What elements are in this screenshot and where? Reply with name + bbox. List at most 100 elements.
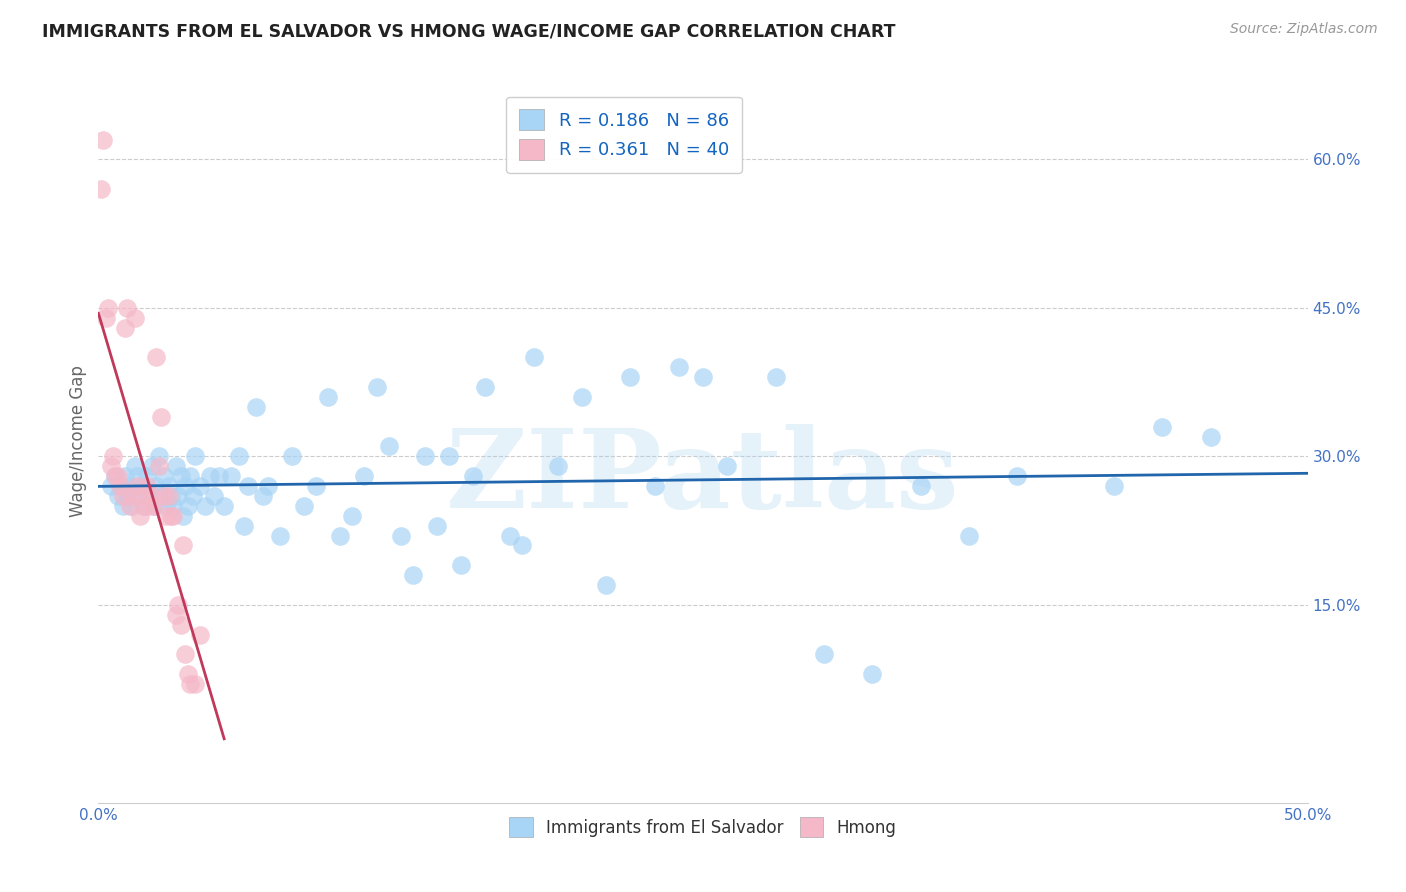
Point: [135, 469, 157, 483]
Point: [692, 370, 714, 384]
Point: [145, 479, 167, 493]
Point: [167, 489, 190, 503]
Point: [366, 380, 388, 394]
Point: [463, 469, 485, 483]
Point: [169, 469, 191, 483]
Point: [165, 607, 187, 622]
Text: IMMIGRANTS FROM EL SALVADOR VS HMONG WAGE/INCOME GAP CORRELATION CHART: IMMIGRANTS FROM EL SALVADOR VS HMONG WAG…: [42, 22, 896, 40]
Point: [107, 469, 129, 483]
Point: [101, 450, 124, 464]
Point: [111, 499, 134, 513]
Point: [232, 518, 254, 533]
Point: [204, 489, 226, 503]
Point: [402, 568, 425, 582]
Point: [523, 351, 546, 365]
Point: [131, 479, 153, 493]
Point: [571, 390, 593, 404]
Point: [437, 450, 460, 464]
Point: [152, 489, 174, 503]
Text: Source: ZipAtlas.com: Source: ZipAtlas.com: [1230, 22, 1378, 37]
Point: [91, 133, 114, 147]
Point: [138, 489, 160, 503]
Point: [141, 489, 163, 503]
Point: [221, 469, 243, 483]
Point: [1102, 479, 1125, 493]
Point: [118, 479, 141, 493]
Point: [97, 301, 120, 315]
Point: [174, 648, 197, 662]
Point: [198, 469, 221, 483]
Point: [172, 539, 194, 553]
Point: [474, 380, 496, 394]
Point: [765, 370, 787, 384]
Point: [157, 479, 180, 493]
Point: [1199, 429, 1222, 443]
Point: [595, 578, 617, 592]
Text: ZIPatlas: ZIPatlas: [446, 425, 960, 531]
Point: [177, 499, 200, 513]
Point: [208, 469, 231, 483]
Point: [228, 450, 250, 464]
Point: [413, 450, 436, 464]
Point: [910, 479, 932, 493]
Point: [162, 499, 184, 513]
Point: [100, 479, 122, 493]
Point: [619, 370, 641, 384]
Point: [127, 469, 149, 483]
Point: [134, 499, 156, 513]
Point: [150, 409, 173, 424]
Point: [179, 469, 201, 483]
Point: [155, 499, 177, 513]
Point: [281, 450, 304, 464]
Point: [256, 479, 278, 493]
Point: [121, 499, 143, 513]
Point: [150, 489, 173, 503]
Y-axis label: Wage/Income Gap: Wage/Income Gap: [69, 366, 87, 517]
Point: [169, 617, 191, 632]
Point: [117, 489, 139, 503]
Point: [152, 469, 174, 483]
Point: [160, 508, 183, 523]
Point: [108, 479, 131, 493]
Point: [160, 489, 183, 503]
Point: [292, 499, 315, 513]
Point: [450, 558, 472, 573]
Point: [124, 459, 146, 474]
Point: [145, 351, 167, 365]
Point: [104, 469, 127, 483]
Point: [165, 459, 187, 474]
Point: [644, 479, 666, 493]
Point: [353, 469, 375, 483]
Point: [1007, 469, 1029, 483]
Point: [316, 390, 339, 404]
Point: [128, 508, 150, 523]
Point: [510, 539, 533, 553]
Point: [716, 459, 738, 474]
Point: [860, 667, 883, 681]
Point: [957, 528, 980, 542]
Point: [111, 489, 134, 503]
Point: [212, 499, 235, 513]
Point: [104, 469, 127, 483]
Point: [138, 499, 160, 513]
Point: [238, 479, 260, 493]
Point: [108, 479, 131, 493]
Legend: Immigrants from El Salvador, Hmong: Immigrants from El Salvador, Hmong: [501, 809, 905, 845]
Point: [377, 440, 399, 454]
Point: [174, 479, 197, 493]
Point: [155, 508, 177, 523]
Point: [135, 479, 157, 493]
Point: [1152, 419, 1174, 434]
Point: [121, 489, 143, 503]
Point: [547, 459, 569, 474]
Point: [128, 489, 150, 503]
Point: [94, 310, 117, 325]
Point: [426, 518, 449, 533]
Point: [342, 508, 364, 523]
Point: [167, 598, 190, 612]
Point: [389, 528, 412, 542]
Point: [245, 400, 267, 414]
Point: [100, 459, 122, 474]
Point: [329, 528, 352, 542]
Point: [90, 182, 112, 196]
